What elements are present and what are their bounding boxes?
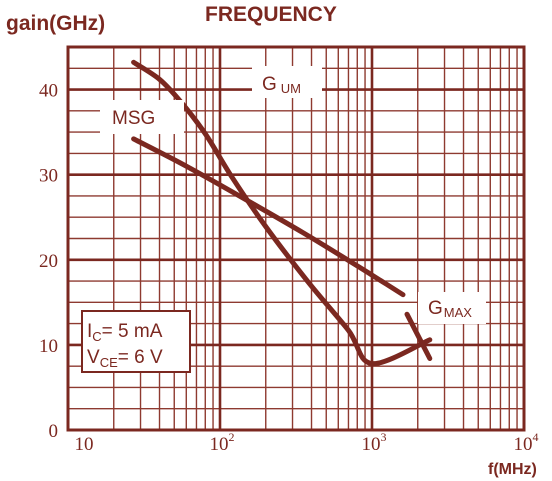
y-tick-label: 10 xyxy=(39,336,58,357)
gum-label: G UM xyxy=(262,74,301,96)
conditions-box xyxy=(81,310,191,373)
plot-frame xyxy=(66,45,526,432)
y-tick-label: 30 xyxy=(39,166,58,187)
x-tick-label: 104 xyxy=(514,430,539,455)
x-tick-label: 10 xyxy=(75,434,94,455)
series-line-g-um xyxy=(131,59,433,367)
gmax-label-bg xyxy=(418,292,486,324)
x-tick-label: 102 xyxy=(210,430,235,455)
gum-label-bg xyxy=(252,66,322,98)
series-lines xyxy=(131,59,433,367)
x-tick-label: 103 xyxy=(362,430,387,455)
condition-vce: VCE= 6 V xyxy=(87,347,163,370)
x-axis-label: f(MHz) xyxy=(488,461,537,478)
chart-title: FREQUENCY xyxy=(205,3,337,26)
y-tick-label: 0 xyxy=(49,421,59,442)
msg-label: MSG xyxy=(112,108,155,129)
plot-grid xyxy=(68,47,524,430)
axis-ticks: 0 10 20 30 40 10 102 103 104 xyxy=(39,81,539,455)
y-axis-label: gain(GHz) xyxy=(6,12,105,35)
y-tick-label: 40 xyxy=(39,81,58,102)
series-line-g-max xyxy=(404,311,433,361)
condition-ic: IC= 5 mA xyxy=(87,321,163,344)
series-line-msg xyxy=(131,136,406,298)
msg-label-bg xyxy=(100,100,184,134)
y-tick-label: 20 xyxy=(39,251,58,272)
gmax-label: GMAX xyxy=(428,298,472,320)
